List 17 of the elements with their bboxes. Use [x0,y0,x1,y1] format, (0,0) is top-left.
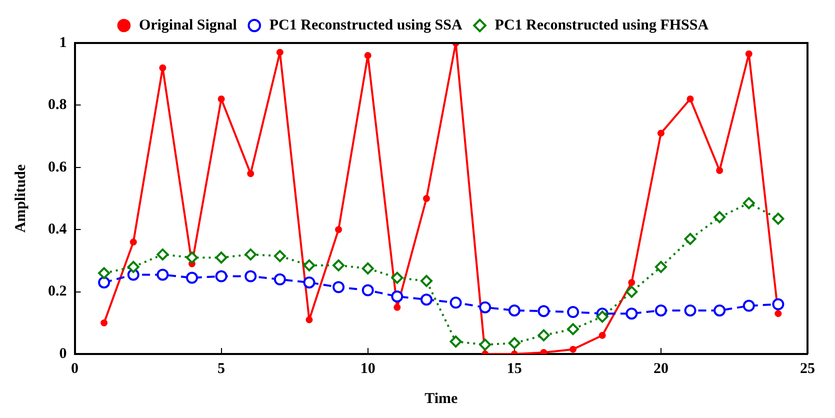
y-tick-label: 0 [59,346,67,362]
legend-label: PC1 Reconstructed using SSA [269,17,462,34]
x-tick-label: 25 [800,360,815,377]
y-tick-label: 0.4 [48,221,68,238]
y-axis-title: Amplitude [12,164,29,233]
y-tick-label: 1 [59,34,67,51]
y-tick-label: 0.6 [48,159,68,176]
x-tick-label: 5 [218,360,226,377]
x-tick-label: 0 [71,360,78,377]
legend-label: Original Signal [138,17,237,34]
y-tick-label: 0.2 [48,284,67,300]
x-tick-label: 15 [506,360,522,377]
y-tick-label: 0.8 [48,97,67,114]
x-tick-label: 20 [653,360,668,377]
x-tick-label: 10 [360,360,376,377]
legend-label: PC1 Reconstructed using FHSSA [494,17,709,34]
x-axis-title: Time [424,390,458,407]
